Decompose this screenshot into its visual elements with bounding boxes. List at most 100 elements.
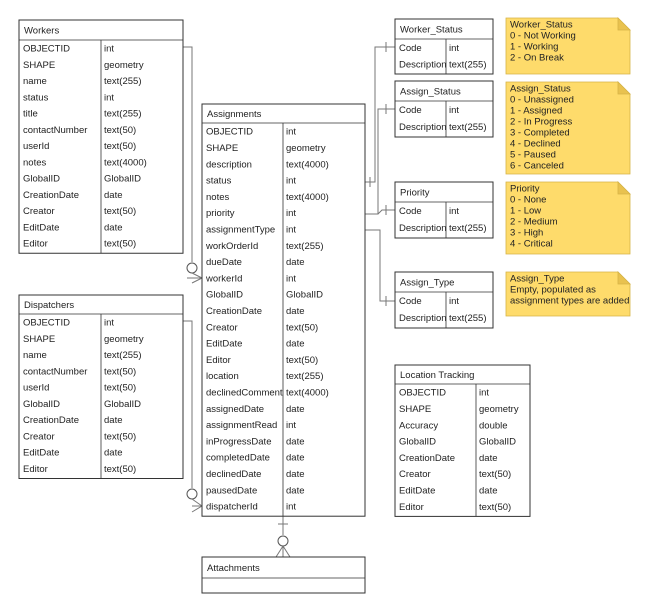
- connector: [365, 46, 395, 183]
- note-line: 0 - Unassigned: [510, 95, 574, 106]
- note-line: Empty, populated as: [510, 285, 596, 296]
- connector: [191, 277, 203, 284]
- table-title: Assign_Status: [400, 87, 461, 98]
- note-line: 0 - Not Working: [510, 31, 576, 42]
- field-type: int: [449, 43, 459, 54]
- field-name: contactNumber: [23, 366, 87, 377]
- table-title: Attachments: [207, 563, 260, 574]
- note-line: 4 - Critical: [510, 239, 553, 250]
- field-type: date: [286, 453, 305, 464]
- field-type: text(255): [104, 76, 142, 87]
- field-name: CreationDate: [206, 306, 262, 317]
- field-name: status: [206, 176, 232, 187]
- table: Location Tracking OBJECTID int SHAPE geometr…: [394, 364, 531, 517]
- field-type: text(4000): [104, 157, 147, 168]
- field-name: Description: [399, 122, 447, 133]
- table-box: [394, 364, 531, 517]
- field-type: text(50): [104, 239, 136, 250]
- field-name: workOrderId: [205, 241, 258, 252]
- table-box: [394, 18, 494, 75]
- field-type: text(50): [104, 141, 136, 152]
- field-name: EditDate: [399, 485, 435, 496]
- field-name: SHAPE: [206, 143, 238, 154]
- table-title: Assign_Type: [400, 278, 454, 289]
- field-type: text(4000): [286, 159, 329, 170]
- note-box: [505, 181, 631, 255]
- field-type: text(255): [449, 223, 487, 234]
- field-type: date: [286, 436, 305, 447]
- field-name: declinedDate: [206, 469, 261, 480]
- field-type: date: [286, 306, 305, 317]
- note-line: assignment types are added: [510, 296, 629, 307]
- field-name: dispatcherId: [206, 502, 258, 513]
- field-name: GlobalID: [23, 399, 60, 410]
- field-type: text(255): [104, 350, 142, 361]
- field-type: int: [104, 318, 114, 329]
- note-line: 3 - High: [510, 228, 543, 239]
- connector: [282, 545, 291, 558]
- field-name: contactNumber: [23, 125, 87, 136]
- note-line: Assign_Status: [510, 84, 571, 95]
- field-type: date: [104, 190, 123, 201]
- field-name: Editor: [23, 239, 48, 250]
- table-box: [201, 103, 366, 517]
- field-name: notes: [23, 157, 46, 168]
- note-line: 1 - Assigned: [510, 106, 562, 117]
- field-type: text(255): [449, 122, 487, 133]
- field-name: assignmentRead: [206, 420, 277, 431]
- field-type: geometry: [104, 334, 144, 345]
- table-title: Worker_Status: [400, 25, 463, 36]
- field-type: date: [286, 485, 305, 496]
- field-type: text(50): [104, 431, 136, 442]
- connector: [191, 505, 203, 513]
- table: Attachments: [201, 556, 366, 594]
- connector-end: [186, 488, 198, 500]
- field-type: date: [104, 448, 123, 459]
- field-type: text(255): [104, 109, 142, 120]
- field-name: EditDate: [23, 222, 59, 233]
- field-name: Description: [399, 59, 447, 70]
- field-name: status: [23, 92, 49, 103]
- field-name: Editor: [206, 355, 231, 366]
- note-line: 1 - Low: [510, 206, 541, 217]
- field-name: Creator: [23, 431, 55, 442]
- table-box: [394, 80, 494, 138]
- field-type: date: [286, 404, 305, 415]
- field-type: GlobalID: [479, 437, 516, 448]
- field-type: text(50): [286, 322, 318, 333]
- connector: [365, 229, 395, 302]
- table-title: Workers: [24, 26, 59, 37]
- field-name: Code: [399, 105, 422, 116]
- field-name: Code: [399, 206, 422, 217]
- note-line: 6 - Canceled: [510, 161, 564, 172]
- note-line: Priority: [510, 184, 540, 195]
- note-line: 2 - In Progress: [510, 117, 573, 128]
- field-name: SHAPE: [399, 404, 431, 415]
- note-line: Assign_Type: [510, 274, 564, 285]
- field-type: int: [286, 127, 296, 138]
- field-name: userId: [23, 141, 49, 152]
- table-title: Priority: [400, 188, 430, 199]
- note-box: [505, 271, 631, 317]
- note-fold: [617, 17, 631, 31]
- table-box: [394, 271, 494, 329]
- field-name: SHAPE: [23, 334, 55, 345]
- field-name: pausedDate: [206, 485, 257, 496]
- table: Dispatchers OBJECTID int SHAPE geometry name t…: [18, 294, 184, 479]
- field-type: text(50): [104, 464, 136, 475]
- field-name: assignedDate: [206, 404, 264, 415]
- field-name: location: [206, 371, 239, 382]
- table-title: Dispatchers: [24, 300, 74, 311]
- field-name: SHAPE: [23, 60, 55, 71]
- field-name: name: [23, 350, 47, 361]
- field-name: Creator: [23, 206, 55, 217]
- note-line: 2 - Medium: [510, 217, 558, 228]
- note-line: 5 - Paused: [510, 150, 556, 161]
- field-name: userId: [23, 383, 49, 394]
